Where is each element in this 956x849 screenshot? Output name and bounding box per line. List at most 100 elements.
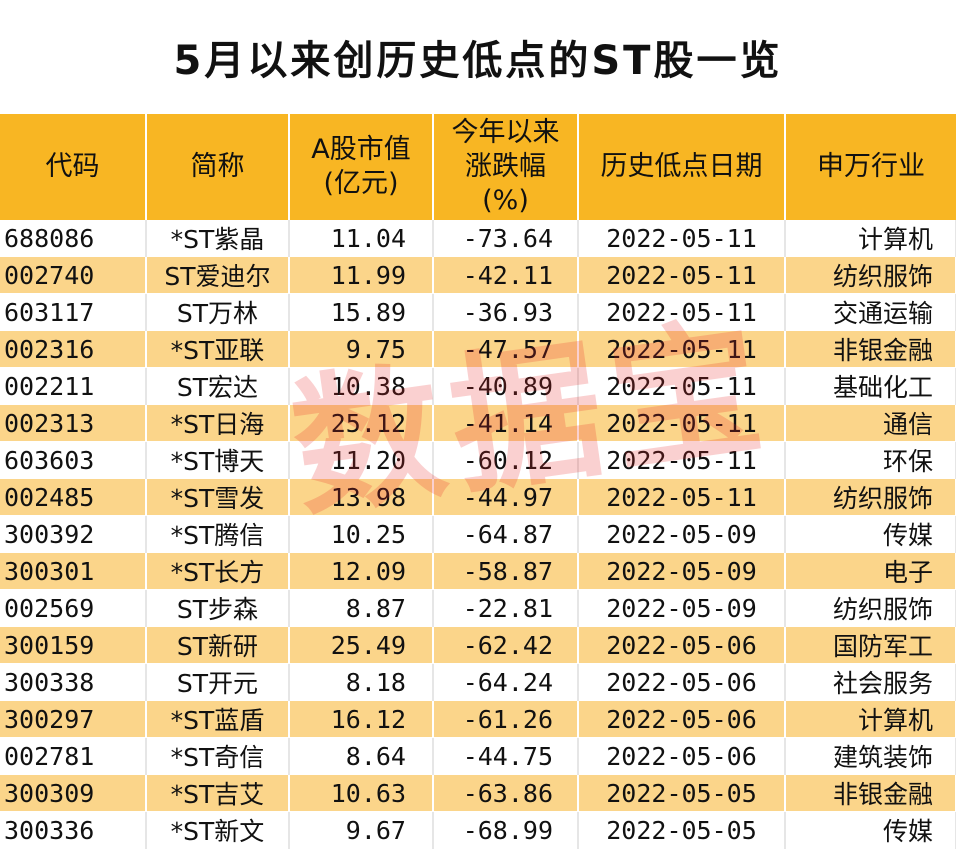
table-row: 300338 ST开元 8.18 -64.24 2022-05-06 社会服务 <box>0 663 956 701</box>
cell-low-date: 2022-05-06 <box>578 663 786 701</box>
cell-low-date: 2022-05-05 <box>578 774 786 812</box>
cell-market-cap: 8.64 <box>289 737 434 775</box>
cell-ytd-change: -44.75 <box>433 737 579 775</box>
cell-industry: 通信 <box>785 404 956 442</box>
cell-low-date: 2022-05-09 <box>578 515 786 553</box>
cell-industry: 非银金融 <box>785 330 956 368</box>
cell-industry: 传媒 <box>785 811 956 849</box>
cell-ytd-change: -44.97 <box>433 478 579 516</box>
cell-market-cap: 16.12 <box>289 700 434 738</box>
cell-industry: 纺织服饰 <box>785 589 956 627</box>
table-row: 300301 *ST长方 12.09 -58.87 2022-05-09 电子 <box>0 552 956 590</box>
cell-ytd-change: -73.64 <box>433 220 579 257</box>
cell-low-date: 2022-05-11 <box>578 478 786 516</box>
cell-name: *ST日海 <box>146 404 290 442</box>
cell-low-date: 2022-05-05 <box>578 811 786 849</box>
cell-code: 300309 <box>0 774 147 812</box>
table-row: 002740 ST爱迪尔 11.99 -42.11 2022-05-11 纺织服饰 <box>0 256 956 294</box>
cell-code: 002316 <box>0 330 147 368</box>
cell-ytd-change: -40.89 <box>433 367 579 405</box>
table-row: 300336 *ST新文 9.67 -68.99 2022-05-05 传媒 <box>0 811 956 849</box>
cell-name: *ST吉艾 <box>146 774 290 812</box>
cell-low-date: 2022-05-11 <box>578 404 786 442</box>
cell-name: ST爱迪尔 <box>146 256 290 294</box>
cell-industry: 基础化工 <box>785 367 956 405</box>
cell-code: 300338 <box>0 663 147 701</box>
cell-low-date: 2022-05-11 <box>578 367 786 405</box>
cell-ytd-change: -62.42 <box>433 626 579 664</box>
header-ytd-change: 今年以来 涨跌幅 (%) <box>433 114 579 220</box>
header-ytd-change-line1: 今年以来 <box>451 117 560 148</box>
cell-name: *ST紫晶 <box>146 220 290 257</box>
cell-industry: 计算机 <box>785 220 956 257</box>
header-code: 代码 <box>0 114 147 220</box>
cell-code: 002781 <box>0 737 147 775</box>
cell-code: 002740 <box>0 256 147 294</box>
table-row: 002211 ST宏达 10.38 -40.89 2022-05-11 基础化工 <box>0 367 956 405</box>
table-row: 300392 *ST腾信 10.25 -64.87 2022-05-09 传媒 <box>0 515 956 553</box>
cell-market-cap: 9.75 <box>289 330 434 368</box>
cell-market-cap: 11.20 <box>289 441 434 479</box>
cell-industry: 传媒 <box>785 515 956 553</box>
table-row: 603117 ST万林 15.89 -36.93 2022-05-11 交通运输 <box>0 293 956 331</box>
table-row: 603603 *ST博天 11.20 -60.12 2022-05-11 环保 <box>0 441 956 479</box>
cell-code: 002485 <box>0 478 147 516</box>
cell-market-cap: 9.67 <box>289 811 434 849</box>
table-row: 002316 *ST亚联 9.75 -47.57 2022-05-11 非银金融 <box>0 330 956 368</box>
table-row: 002781 *ST奇信 8.64 -44.75 2022-05-06 建筑装饰 <box>0 737 956 775</box>
header-name: 简称 <box>146 114 290 220</box>
cell-industry: 国防军工 <box>785 626 956 664</box>
cell-ytd-change: -60.12 <box>433 441 579 479</box>
cell-low-date: 2022-05-06 <box>578 737 786 775</box>
cell-market-cap: 12.09 <box>289 552 434 590</box>
cell-code: 300297 <box>0 700 147 738</box>
cell-code: 300392 <box>0 515 147 553</box>
header-industry: 申万行业 <box>785 114 956 220</box>
cell-low-date: 2022-05-11 <box>578 256 786 294</box>
table-row: 300297 *ST蓝盾 16.12 -61.26 2022-05-06 计算机 <box>0 700 956 738</box>
cell-code: 300336 <box>0 811 147 849</box>
cell-name: *ST新文 <box>146 811 290 849</box>
cell-name: ST开元 <box>146 663 290 701</box>
cell-name: *ST亚联 <box>146 330 290 368</box>
header-market-cap: A股市值 (亿元) <box>289 114 434 220</box>
cell-low-date: 2022-05-11 <box>578 293 786 331</box>
cell-industry: 电子 <box>785 552 956 590</box>
cell-market-cap: 11.99 <box>289 256 434 294</box>
cell-market-cap: 13.98 <box>289 478 434 516</box>
header-low-date: 历史低点日期 <box>578 114 786 220</box>
st-stock-table: 代码 简称 A股市值 (亿元) 今年以来 涨跌幅 (%) 历史低点日期 申万行业… <box>0 114 956 849</box>
cell-ytd-change: -64.24 <box>433 663 579 701</box>
cell-ytd-change: -58.87 <box>433 552 579 590</box>
cell-industry: 非银金融 <box>785 774 956 812</box>
header-ytd-change-line2: 涨跌幅 <box>465 151 546 182</box>
cell-market-cap: 11.04 <box>289 220 434 257</box>
table-row: 002485 *ST雪发 13.98 -44.97 2022-05-11 纺织服饰 <box>0 478 956 516</box>
cell-industry: 环保 <box>785 441 956 479</box>
table-row: 002569 ST步森 8.87 -22.81 2022-05-09 纺织服饰 <box>0 589 956 627</box>
cell-ytd-change: -22.81 <box>433 589 579 627</box>
cell-market-cap: 25.12 <box>289 404 434 442</box>
cell-name: *ST蓝盾 <box>146 700 290 738</box>
cell-name: ST新研 <box>146 626 290 664</box>
cell-market-cap: 25.49 <box>289 626 434 664</box>
cell-name: ST步森 <box>146 589 290 627</box>
cell-code: 688086 <box>0 220 147 257</box>
cell-code: 002313 <box>0 404 147 442</box>
cell-low-date: 2022-05-09 <box>578 552 786 590</box>
cell-ytd-change: -61.26 <box>433 700 579 738</box>
table-header-row: 代码 简称 A股市值 (亿元) 今年以来 涨跌幅 (%) 历史低点日期 申万行业 <box>0 114 956 220</box>
cell-industry: 纺织服饰 <box>785 256 956 294</box>
cell-name: *ST雪发 <box>146 478 290 516</box>
cell-name: *ST博天 <box>146 441 290 479</box>
cell-ytd-change: -68.99 <box>433 811 579 849</box>
cell-industry: 计算机 <box>785 700 956 738</box>
cell-code: 002211 <box>0 367 147 405</box>
cell-low-date: 2022-05-11 <box>578 220 786 257</box>
cell-market-cap: 8.87 <box>289 589 434 627</box>
cell-code: 603117 <box>0 293 147 331</box>
cell-code: 300301 <box>0 552 147 590</box>
cell-code: 300159 <box>0 626 147 664</box>
cell-low-date: 2022-05-11 <box>578 441 786 479</box>
header-market-cap-line2: (亿元) <box>323 168 399 199</box>
